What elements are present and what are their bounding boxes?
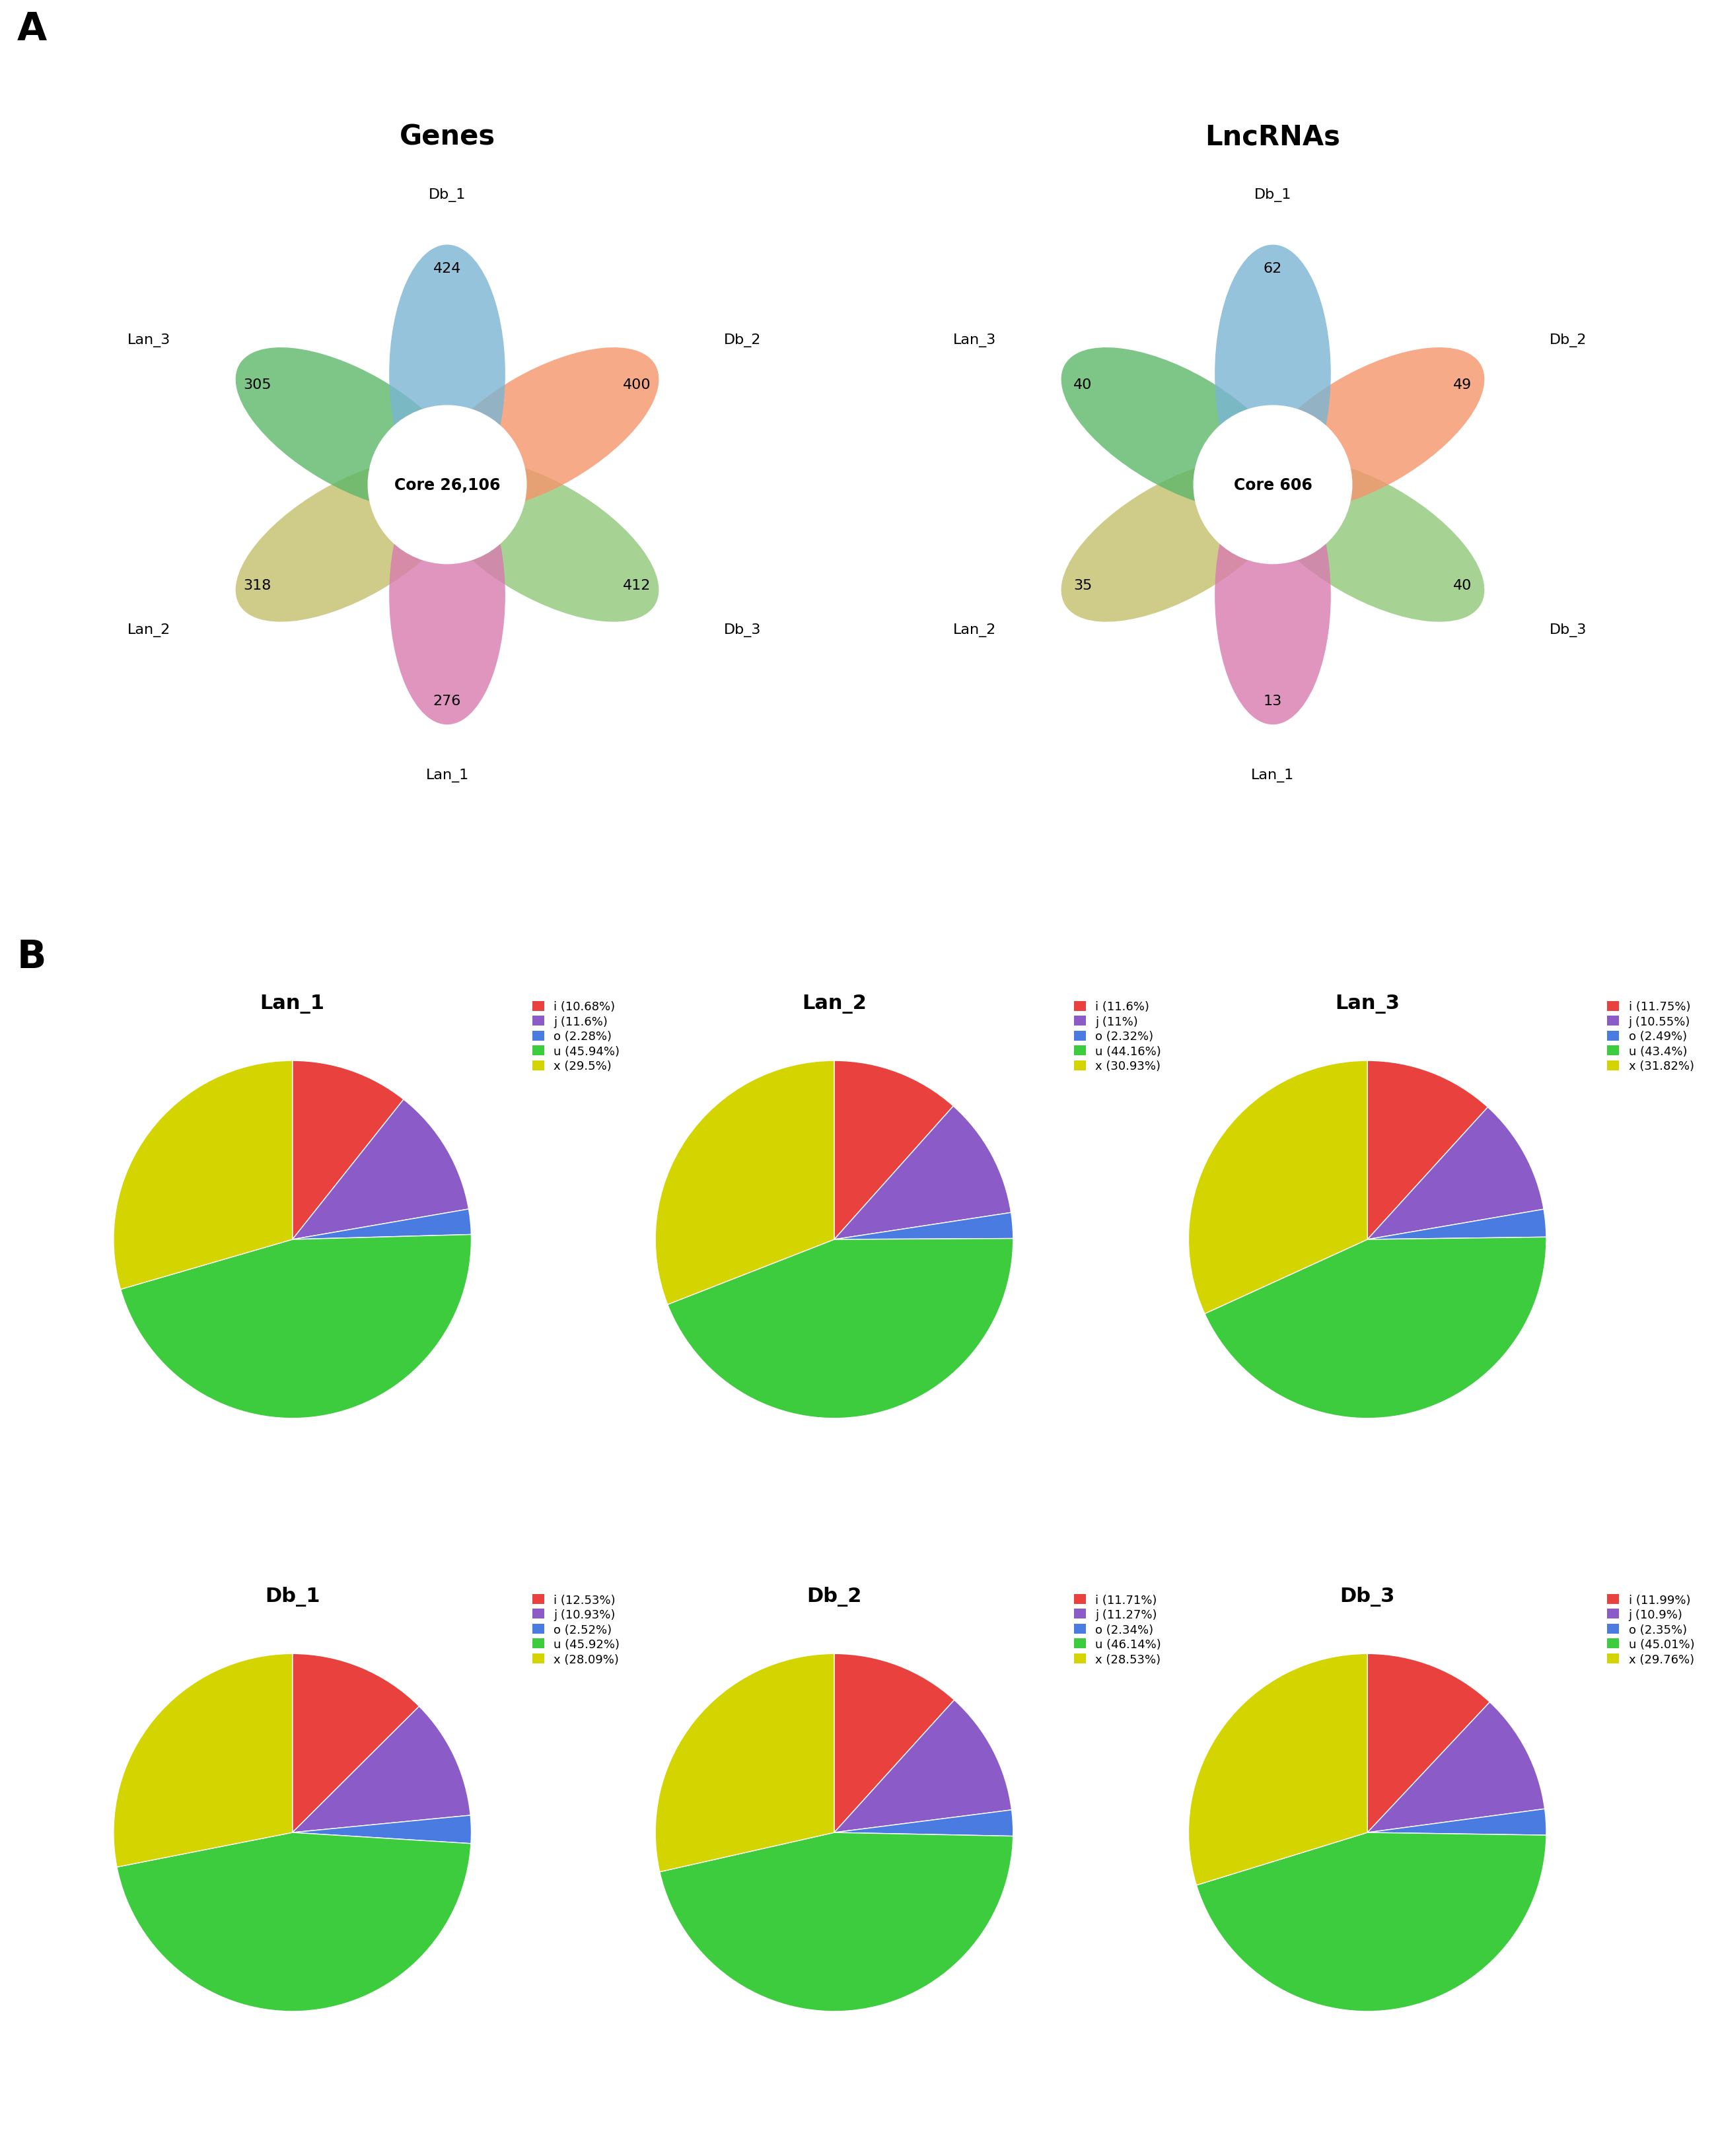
Ellipse shape	[1254, 347, 1484, 511]
Ellipse shape	[428, 347, 659, 511]
Ellipse shape	[389, 246, 506, 505]
Wedge shape	[292, 1061, 404, 1240]
Text: Db_2: Db_2	[724, 334, 762, 347]
Text: 40: 40	[1073, 377, 1092, 392]
Wedge shape	[292, 1815, 471, 1843]
Text: Lan_3: Lan_3	[127, 334, 170, 347]
Wedge shape	[120, 1235, 471, 1419]
Ellipse shape	[389, 466, 506, 724]
Ellipse shape	[236, 347, 466, 511]
Text: Db_2: Db_2	[1550, 334, 1588, 347]
Text: 13: 13	[1264, 694, 1281, 707]
Wedge shape	[1367, 1809, 1546, 1835]
Wedge shape	[1189, 1061, 1367, 1313]
Wedge shape	[655, 1654, 834, 1871]
Text: 49: 49	[1453, 377, 1472, 392]
Ellipse shape	[1061, 459, 1292, 623]
Wedge shape	[834, 1106, 1011, 1240]
Wedge shape	[114, 1061, 292, 1289]
Legend: i (10.68%), j (11.6%), o (2.28%), u (45.94%), x (29.5%): i (10.68%), j (11.6%), o (2.28%), u (45.…	[531, 1000, 621, 1074]
Text: Lan_1: Lan_1	[1250, 768, 1295, 783]
Text: 276: 276	[433, 694, 461, 707]
Text: Lan_3: Lan_3	[953, 334, 996, 347]
Wedge shape	[834, 1061, 953, 1240]
Text: 424: 424	[433, 263, 461, 276]
Text: B: B	[17, 938, 46, 975]
Ellipse shape	[1254, 459, 1484, 623]
Text: 305: 305	[243, 377, 272, 392]
Wedge shape	[117, 1833, 471, 2012]
Ellipse shape	[1214, 246, 1331, 505]
Wedge shape	[655, 1061, 834, 1304]
Wedge shape	[660, 1833, 1013, 2012]
Ellipse shape	[1214, 466, 1331, 724]
Text: 400: 400	[623, 377, 652, 392]
Text: 412: 412	[623, 578, 652, 593]
Title: Db_2: Db_2	[807, 1587, 862, 1606]
Wedge shape	[1197, 1833, 1546, 2012]
Title: Db_1: Db_1	[265, 1587, 320, 1606]
Text: LncRNAs: LncRNAs	[1206, 123, 1340, 151]
Wedge shape	[1204, 1238, 1546, 1419]
Wedge shape	[834, 1654, 955, 1833]
Wedge shape	[667, 1240, 1013, 1419]
Wedge shape	[292, 1654, 420, 1833]
Legend: i (11.71%), j (11.27%), o (2.34%), u (46.14%), x (28.53%): i (11.71%), j (11.27%), o (2.34%), u (46…	[1073, 1593, 1163, 1667]
Title: Db_3: Db_3	[1340, 1587, 1395, 1606]
Wedge shape	[834, 1214, 1013, 1240]
Title: Lan_1: Lan_1	[260, 994, 325, 1013]
Title: Lan_2: Lan_2	[802, 994, 867, 1013]
Wedge shape	[292, 1705, 471, 1833]
Text: Genes: Genes	[399, 123, 495, 151]
Wedge shape	[1367, 1108, 1545, 1240]
Wedge shape	[114, 1654, 292, 1867]
Text: Db_1: Db_1	[1254, 188, 1292, 203]
Wedge shape	[834, 1811, 1013, 1837]
Legend: i (11.99%), j (10.9%), o (2.35%), u (45.01%), x (29.76%): i (11.99%), j (10.9%), o (2.35%), u (45.…	[1606, 1593, 1696, 1667]
Text: 35: 35	[1073, 578, 1092, 593]
Wedge shape	[292, 1100, 468, 1240]
Wedge shape	[834, 1701, 1011, 1833]
Legend: i (12.53%), j (10.93%), o (2.52%), u (45.92%), x (28.09%): i (12.53%), j (10.93%), o (2.52%), u (45…	[531, 1593, 621, 1667]
Title: Lan_3: Lan_3	[1335, 994, 1400, 1013]
Text: Db_3: Db_3	[1550, 623, 1588, 636]
Legend: i (11.6%), j (11%), o (2.32%), u (44.16%), x (30.93%): i (11.6%), j (11%), o (2.32%), u (44.16%…	[1073, 1000, 1163, 1074]
Text: A: A	[17, 11, 46, 47]
Circle shape	[1194, 405, 1352, 565]
Text: 318: 318	[243, 578, 272, 593]
Wedge shape	[1367, 1061, 1488, 1240]
Text: Core 26,106: Core 26,106	[394, 476, 501, 494]
Wedge shape	[1189, 1654, 1367, 1884]
Text: Lan_2: Lan_2	[127, 623, 170, 636]
Ellipse shape	[428, 459, 659, 623]
Wedge shape	[292, 1210, 471, 1240]
Text: Db_3: Db_3	[724, 623, 762, 636]
Text: Lan_1: Lan_1	[425, 768, 470, 783]
Legend: i (11.75%), j (10.55%), o (2.49%), u (43.4%), x (31.82%): i (11.75%), j (10.55%), o (2.49%), u (43…	[1606, 1000, 1696, 1074]
Wedge shape	[1367, 1654, 1490, 1833]
Text: Lan_2: Lan_2	[953, 623, 996, 636]
Circle shape	[368, 405, 526, 565]
Text: Db_1: Db_1	[428, 188, 466, 203]
Text: 40: 40	[1453, 578, 1472, 593]
Ellipse shape	[1061, 347, 1292, 511]
Wedge shape	[1367, 1703, 1545, 1833]
Ellipse shape	[236, 459, 466, 623]
Wedge shape	[1367, 1210, 1546, 1240]
Text: Core 606: Core 606	[1233, 476, 1312, 494]
Text: 62: 62	[1264, 263, 1281, 276]
